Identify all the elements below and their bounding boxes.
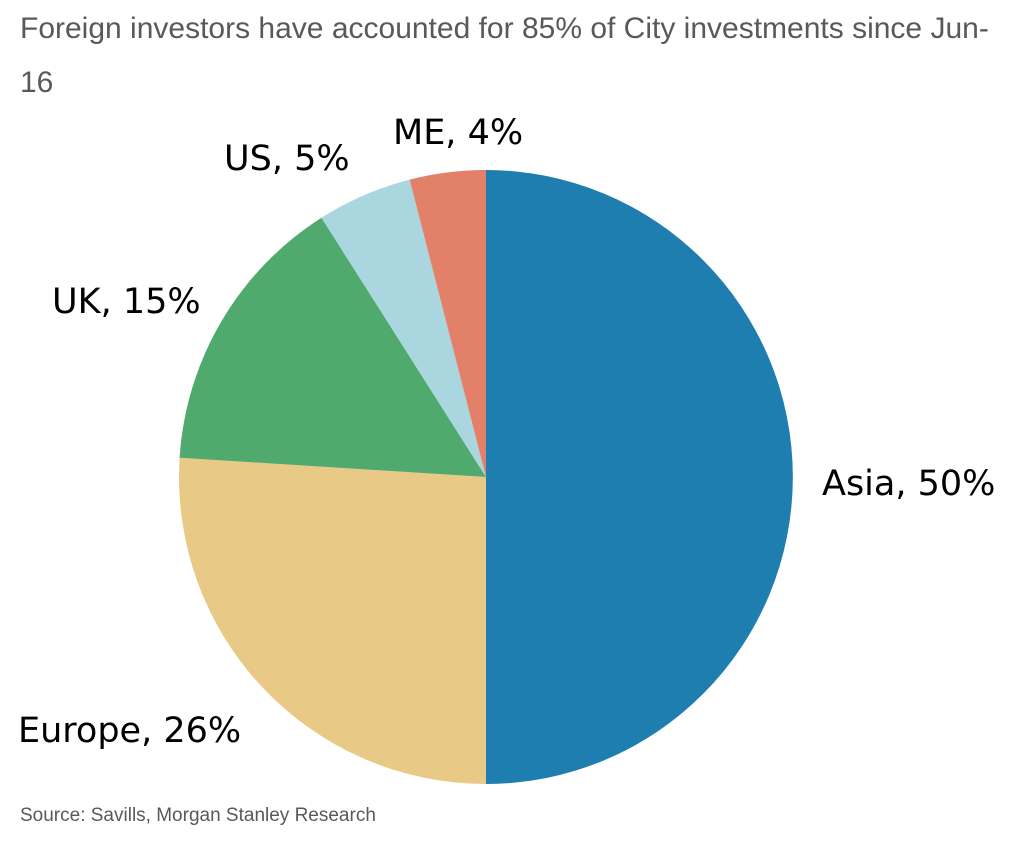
chart-source: Source: Savills, Morgan Stanley Research <box>20 805 376 826</box>
pie-slices <box>179 170 793 784</box>
slice-label-uk: UK, 15% <box>52 282 201 322</box>
chart-title: Foreign investors have accounted for 85%… <box>20 12 989 99</box>
slice-label-us: US, 5% <box>224 139 350 179</box>
pie-slice-uk <box>179 217 487 478</box>
pie-slice-me <box>409 170 486 477</box>
slice-label-me: ME, 4% <box>393 113 523 153</box>
pie-slice-europe <box>179 457 486 784</box>
pie-labels: Asia, 50% Europe, 26% UK, 15% US, 5% ME, 4% <box>18 113 995 751</box>
slice-label-europe: Europe, 26% <box>18 711 241 751</box>
pie-slice-us <box>321 179 486 477</box>
pie-slice-asia <box>486 170 793 784</box>
slice-label-asia: Asia, 50% <box>822 464 995 504</box>
